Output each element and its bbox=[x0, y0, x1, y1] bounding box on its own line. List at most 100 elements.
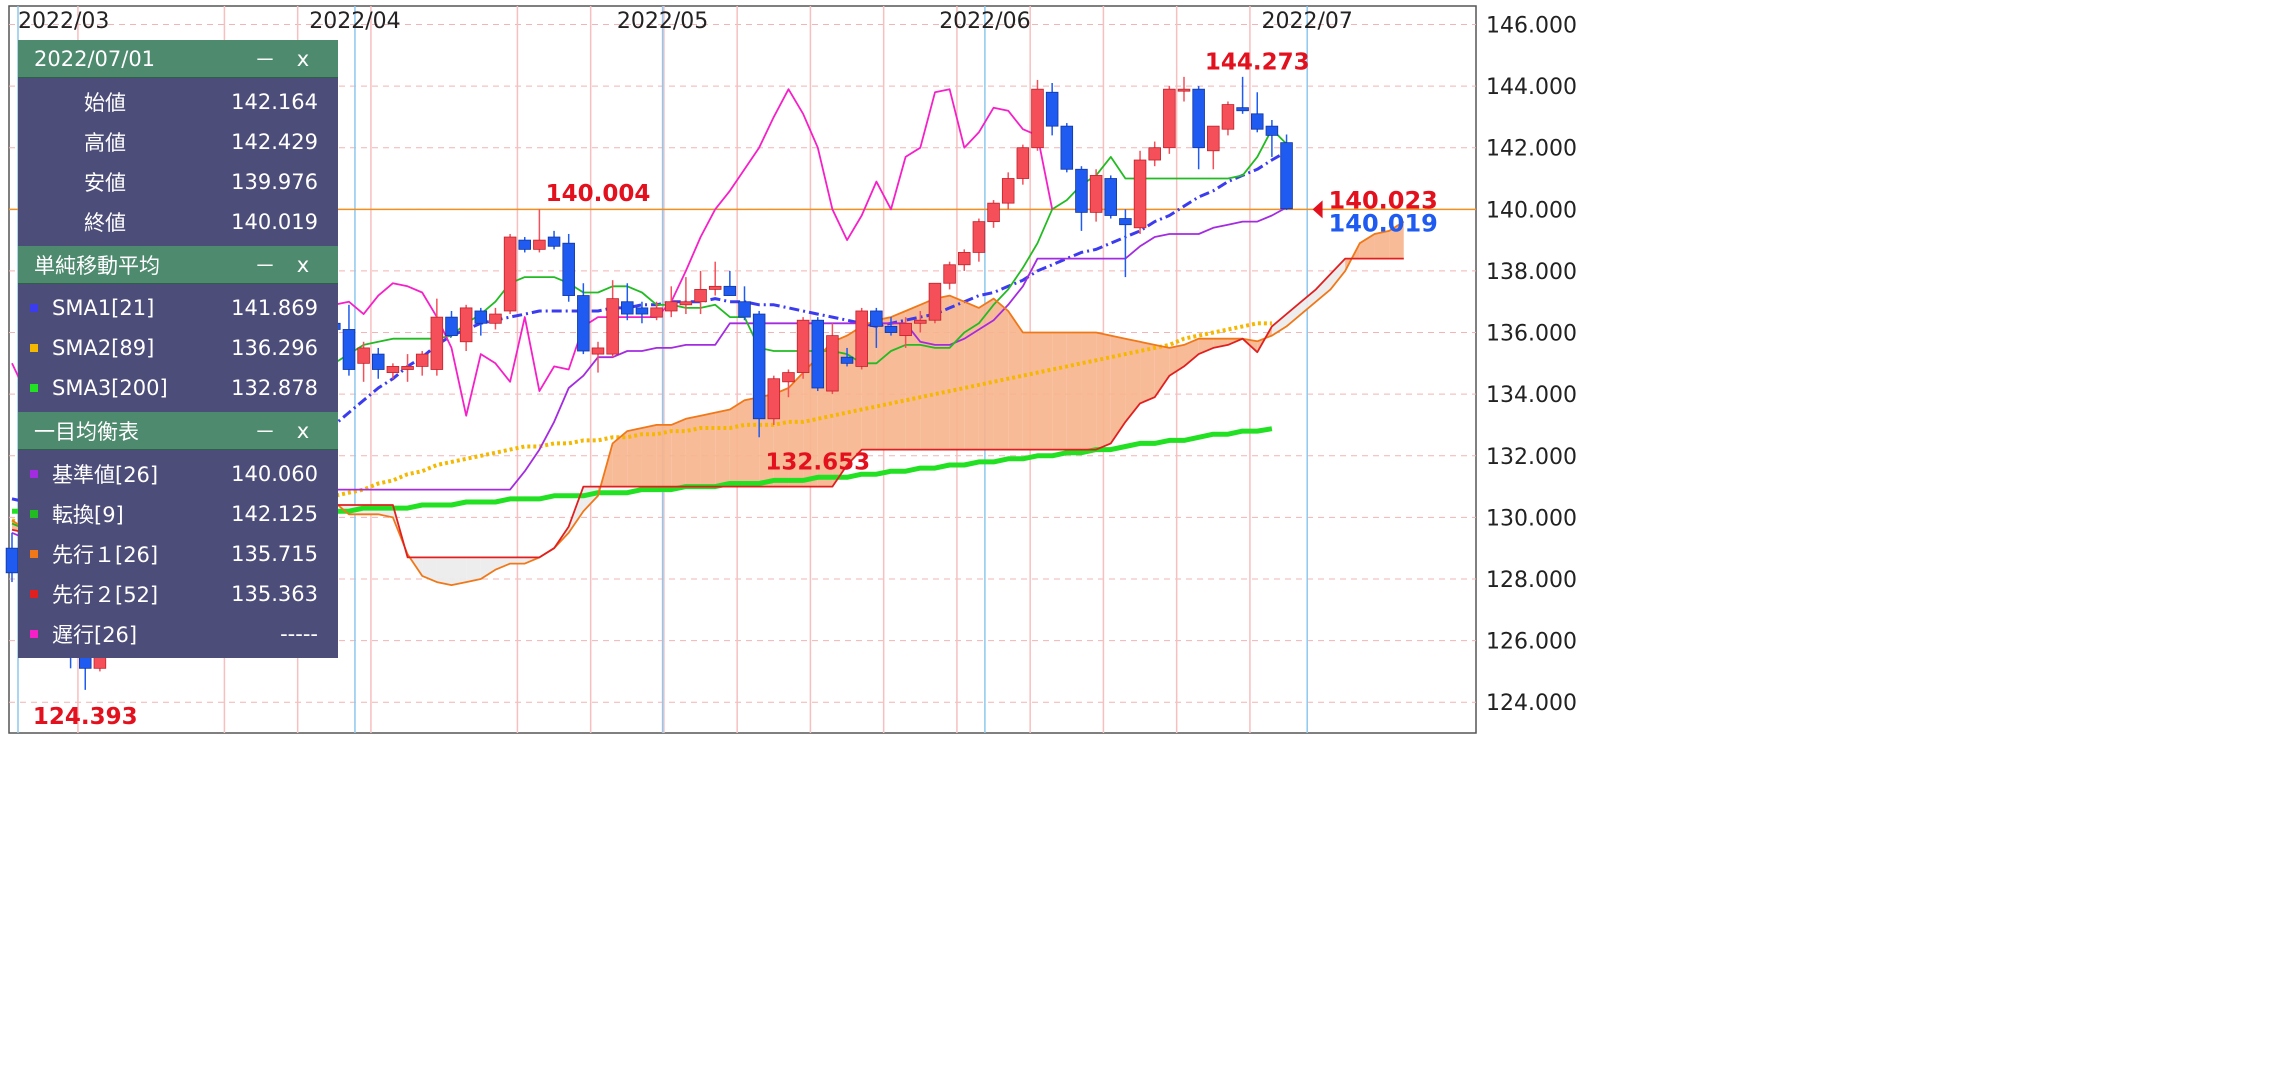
y-tick-label: 138.000 bbox=[1486, 260, 1577, 285]
candle-body bbox=[1280, 142, 1293, 210]
extreme-label: 124.393 bbox=[33, 704, 138, 730]
cloud-segment bbox=[451, 557, 467, 586]
cloud-segment bbox=[627, 428, 642, 487]
ichimoku-row: 先行２[52] 135.363 bbox=[18, 574, 338, 614]
candle-body bbox=[371, 353, 385, 370]
candle-body bbox=[1148, 147, 1161, 161]
candle-body bbox=[621, 301, 634, 315]
candle-body bbox=[401, 366, 414, 370]
cloud-segment bbox=[1389, 221, 1404, 259]
candle-body bbox=[664, 301, 678, 312]
sma-label: SMA2[89] bbox=[52, 336, 155, 360]
candle-body bbox=[899, 322, 912, 337]
sma-title: 単純移動平均 bbox=[34, 253, 160, 278]
candle-body bbox=[1016, 147, 1030, 179]
legend-swatch bbox=[30, 384, 38, 392]
y-tick-label: 144.000 bbox=[1486, 75, 1577, 100]
x-tick-label: 2022/06 bbox=[939, 9, 1030, 34]
cloud-segment bbox=[949, 295, 965, 450]
candle-body bbox=[943, 264, 956, 284]
candle-body bbox=[811, 319, 825, 389]
candle-body bbox=[518, 239, 532, 250]
cloud-segment bbox=[1066, 332, 1082, 450]
candle-body bbox=[782, 372, 795, 383]
y-tick-label: 142.000 bbox=[1486, 137, 1577, 162]
cloud-segment bbox=[1140, 341, 1155, 404]
ohlc-row-close: 終値 140.019 bbox=[18, 202, 338, 242]
legend-swatch bbox=[30, 590, 38, 598]
candle-body bbox=[342, 329, 356, 370]
cloud-segment bbox=[1359, 233, 1375, 259]
cloud-segment bbox=[1374, 230, 1390, 259]
last-price-label: 140.023 bbox=[1329, 186, 1438, 214]
y-tick-label: 126.000 bbox=[1486, 630, 1577, 655]
cloud-segment bbox=[700, 412, 716, 487]
cloud-segment bbox=[510, 557, 525, 564]
x-tick-label: 2022/05 bbox=[617, 9, 708, 34]
candle-body bbox=[767, 378, 781, 420]
ohlc-value: 140.019 bbox=[231, 210, 318, 234]
close-button[interactable]: x bbox=[296, 252, 310, 277]
candle-body bbox=[796, 319, 810, 373]
cloud-segment bbox=[1330, 258, 1346, 290]
sma-row: SMA3[200] 132.878 bbox=[18, 368, 338, 408]
cloud-segment bbox=[803, 357, 818, 487]
candle-body bbox=[606, 298, 619, 355]
cloud-segment bbox=[920, 298, 935, 450]
x-tick-label: 2022/04 bbox=[309, 9, 400, 34]
cloud-segment bbox=[1125, 338, 1141, 422]
minimize-button[interactable]: － bbox=[254, 253, 276, 278]
close-button[interactable]: x bbox=[296, 418, 310, 443]
candle-body bbox=[591, 347, 605, 355]
ohlc-label: 安値 bbox=[84, 171, 126, 195]
sma-label: SMA3[200] bbox=[52, 376, 168, 400]
candle-body bbox=[1250, 113, 1264, 130]
cloud-segment bbox=[685, 415, 701, 487]
candle-body bbox=[635, 307, 649, 315]
sma-value: 132.878 bbox=[231, 376, 318, 400]
candle-body bbox=[1089, 175, 1103, 213]
y-tick-label: 124.000 bbox=[1486, 691, 1577, 716]
cloud-segment bbox=[1301, 289, 1316, 315]
y-tick-label: 140.000 bbox=[1486, 198, 1577, 223]
cloud-segment bbox=[1286, 301, 1302, 327]
candle-body bbox=[840, 356, 854, 364]
candle-body bbox=[723, 285, 737, 296]
candle-body bbox=[474, 310, 488, 324]
cloud-segment bbox=[1081, 332, 1097, 450]
candle-body bbox=[1207, 125, 1220, 152]
candle-body bbox=[1265, 125, 1279, 136]
sma-value: 141.869 bbox=[231, 296, 318, 320]
x-tick-label: 2022/03 bbox=[18, 9, 109, 34]
indicator-panel: 2022/07/01 － x 始値 142.164 高値 142.429 安値 … bbox=[18, 40, 338, 658]
candle-body bbox=[1104, 178, 1118, 216]
y-tick-label: 132.000 bbox=[1486, 445, 1577, 470]
ichimoku-title: 一目均衡表 bbox=[34, 419, 139, 444]
ohlc-label: 始値 bbox=[84, 91, 126, 115]
close-button[interactable]: x bbox=[296, 46, 310, 71]
sma-section: 単純移動平均 － x SMA1[21] 141.869 SMA2[89] 136… bbox=[18, 246, 338, 412]
ohlc-date: 2022/07/01 bbox=[34, 46, 156, 71]
candle-body bbox=[562, 242, 575, 296]
y-tick-label: 128.000 bbox=[1486, 568, 1577, 593]
candle-body bbox=[1060, 125, 1074, 170]
ohlc-section: 2022/07/01 － x 始値 142.164 高値 142.429 安値 … bbox=[18, 40, 338, 246]
cloud-segment bbox=[480, 557, 496, 579]
candle-body bbox=[1119, 218, 1132, 226]
ichimoku-value: ----- bbox=[280, 622, 318, 646]
candle-body bbox=[1177, 88, 1191, 92]
cloud-segment bbox=[788, 372, 804, 487]
cloud-segment bbox=[993, 298, 1009, 450]
legend-swatch bbox=[30, 630, 38, 638]
candle-body bbox=[386, 366, 400, 373]
minimize-button[interactable]: － bbox=[254, 419, 276, 444]
candle-body bbox=[459, 307, 473, 343]
ichimoku-section: 一目均衡表 － x 基準値[26] 140.060 転換[9] 142.125 … bbox=[18, 412, 338, 658]
last-price-arrow bbox=[1312, 200, 1323, 219]
minimize-button[interactable]: － bbox=[254, 47, 276, 72]
cloud-segment bbox=[905, 304, 921, 450]
candle-body bbox=[957, 252, 971, 266]
ohlc-row-low: 安値 139.976 bbox=[18, 162, 338, 202]
